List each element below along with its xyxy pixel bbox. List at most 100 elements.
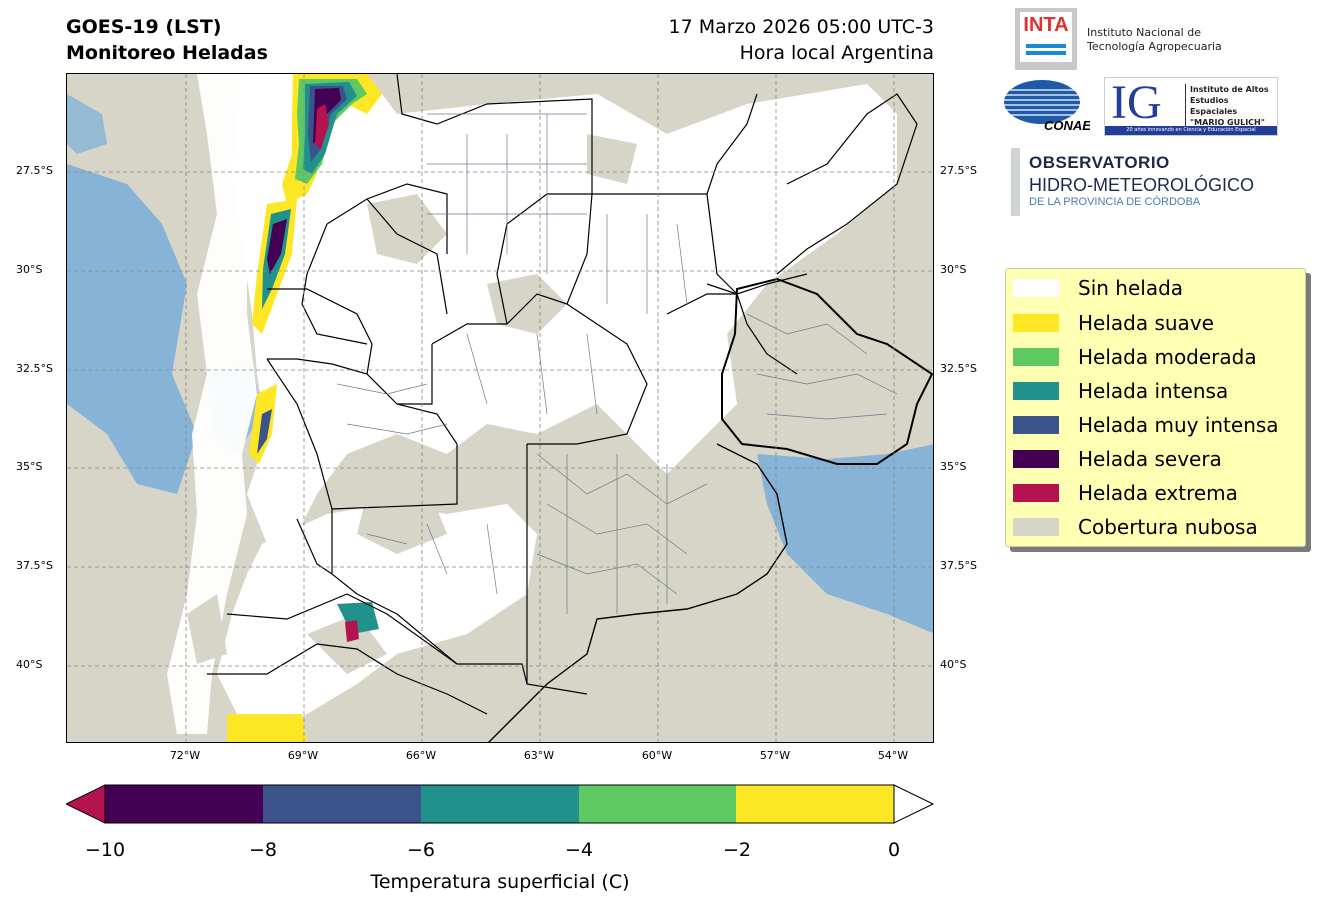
colorbar-frame	[104, 784, 895, 824]
obs-line3: DE LA PROVINCIA DE CÓRDOBA	[1029, 196, 1201, 208]
lat-label-right: 35°S	[940, 460, 967, 473]
lat-label-right: 32.5°S	[940, 362, 977, 375]
timezone-note: Hora local Argentina	[739, 42, 934, 64]
legend-item: Helada intensa	[1013, 376, 1228, 406]
inta-name-line1: Instituto Nacional de	[1087, 26, 1201, 39]
colorbar-segment	[579, 785, 736, 823]
province-boundaries	[207, 74, 808, 715]
legend: Sin helada Helada suave Helada moderada …	[1005, 268, 1306, 547]
no-frost-andes-strip	[167, 74, 257, 734]
lon-label: 60°W	[641, 749, 673, 762]
colorbar-tick: −10	[84, 839, 126, 861]
lat-label-left: 27.5°S	[16, 164, 53, 177]
legend-label: Helada severa	[1078, 447, 1222, 471]
inta-logo: INTA	[1015, 8, 1077, 70]
legend-swatch	[1013, 450, 1059, 468]
atlantic-coastline	[488, 443, 788, 742]
cloud-patch	[587, 134, 637, 184]
legend-label: Sin helada	[1078, 276, 1184, 300]
lon-label: 72°W	[169, 749, 201, 762]
ig-logo-strip: 20 años innovando en Ciencia y Educación…	[1105, 126, 1277, 135]
title-product: Monitoreo Heladas	[66, 42, 268, 64]
inta-logo-text: INTA	[1023, 14, 1069, 36]
legend-label: Helada moderada	[1078, 345, 1257, 369]
legend-label: Cobertura nubosa	[1078, 515, 1258, 539]
lat-label-left: 30°S	[16, 263, 43, 276]
colorbar-tick: 0	[887, 839, 901, 861]
colorbar-tick: −4	[564, 839, 594, 861]
legend-item: Helada muy intensa	[1013, 410, 1279, 440]
misiones-border	[776, 93, 918, 275]
colorbar-label: Temperatura superficial (C)	[370, 871, 630, 893]
department-lines	[336, 113, 898, 614]
colorbar-under-extension	[66, 784, 106, 824]
colorbar-tick: −6	[406, 839, 436, 861]
ig-logo-text: Instituto de Altos Estudios Espaciales "…	[1185, 84, 1277, 128]
conae-logo-text: CONAE	[1044, 118, 1090, 133]
legend-swatch	[1013, 382, 1059, 400]
legend-item: Helada extrema	[1013, 478, 1238, 508]
frost-intensa-patagonia	[337, 602, 379, 634]
lon-label: 66°W	[405, 749, 437, 762]
graticule	[67, 74, 933, 742]
legend-swatch	[1013, 518, 1059, 536]
title-satellite: GOES-19 (LST)	[66, 16, 222, 38]
colorbar-segment	[263, 785, 421, 823]
legend-swatch	[1013, 348, 1059, 366]
pacific-clear-area	[67, 164, 197, 494]
lon-label: 57°W	[759, 749, 791, 762]
atlantic-clear-area	[757, 444, 933, 634]
lon-label: 69°W	[287, 749, 319, 762]
colorbar	[66, 784, 934, 824]
colorbar-tick: −2	[722, 839, 752, 861]
legend-label: Helada intensa	[1078, 379, 1229, 403]
legend-item: Cobertura nubosa	[1013, 512, 1258, 542]
conae-logo: CONAE	[1004, 78, 1091, 134]
legend-label: Helada muy intensa	[1078, 413, 1279, 437]
lat-label-left: 40°S	[16, 658, 43, 671]
map-canvas	[67, 74, 933, 742]
lat-label-right: 40°S	[940, 658, 967, 671]
legend-swatch	[1013, 416, 1059, 434]
frost-muy-intensa-south	[257, 409, 272, 454]
no-frost-patagonia	[217, 504, 537, 734]
date-block: 17 Marzo 2026 05:00 UTC-3 Hora local Arg…	[560, 14, 935, 66]
lat-label-right: 27.5°S	[940, 164, 977, 177]
lat-label-right: 37.5°S	[940, 559, 977, 572]
frost-extrema-patagonia	[345, 620, 359, 642]
legend-label: Helada suave	[1078, 311, 1214, 335]
lon-label: 54°W	[877, 749, 909, 762]
lon-label: 63°W	[523, 749, 555, 762]
cloud-patch	[187, 594, 227, 664]
cloud-patch	[367, 194, 447, 264]
pacific-clear-area-north	[67, 94, 107, 154]
legend-swatch	[1013, 314, 1059, 332]
colorbar-over-extension	[893, 784, 934, 824]
obs-line1: OBSERVATORIO	[1029, 153, 1170, 172]
legend-item: Helada severa	[1013, 444, 1222, 474]
legend-swatch	[1013, 279, 1059, 297]
lat-label-right: 30°S	[940, 263, 967, 276]
colorbar-tick: −8	[248, 839, 278, 861]
inta-name: Instituto Nacional de Tecnología Agropec…	[1087, 26, 1222, 54]
lat-label-left: 35°S	[16, 460, 43, 473]
colorbar-segment	[421, 785, 579, 823]
legend-item: Sin helada	[1013, 273, 1183, 303]
cloud-patch	[357, 484, 447, 554]
chart-title-block: GOES-19 (LST) Monitoreo Heladas	[66, 14, 268, 66]
date-time: 17 Marzo 2026 05:00 UTC-3	[668, 16, 935, 38]
legend-item: Helada suave	[1013, 308, 1214, 338]
ig-logo: IG Instituto de Altos Estudios Espaciale…	[1104, 77, 1278, 136]
uruguay-border	[721, 277, 933, 465]
frost-extrema-north	[315, 104, 329, 149]
colorbar-segment	[736, 785, 894, 823]
frost-map[interactable]	[66, 73, 934, 743]
no-frost-north-center	[232, 74, 897, 544]
obs-line2: HIDRO-METEOROLÓGICO	[1029, 175, 1255, 195]
colorbar-segment	[105, 785, 263, 823]
lat-label-left: 32.5°S	[16, 362, 53, 375]
lat-label-left: 37.5°S	[16, 559, 53, 572]
inta-name-line2: Tecnología Agropecuaria	[1087, 40, 1222, 53]
legend-item: Helada moderada	[1013, 342, 1257, 372]
frost-suave-southwest	[227, 714, 307, 742]
